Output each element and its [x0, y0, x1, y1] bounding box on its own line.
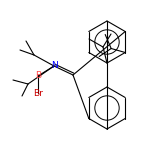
Text: B: B	[35, 72, 41, 81]
Text: Br: Br	[33, 88, 43, 98]
Text: N: N	[51, 61, 57, 70]
